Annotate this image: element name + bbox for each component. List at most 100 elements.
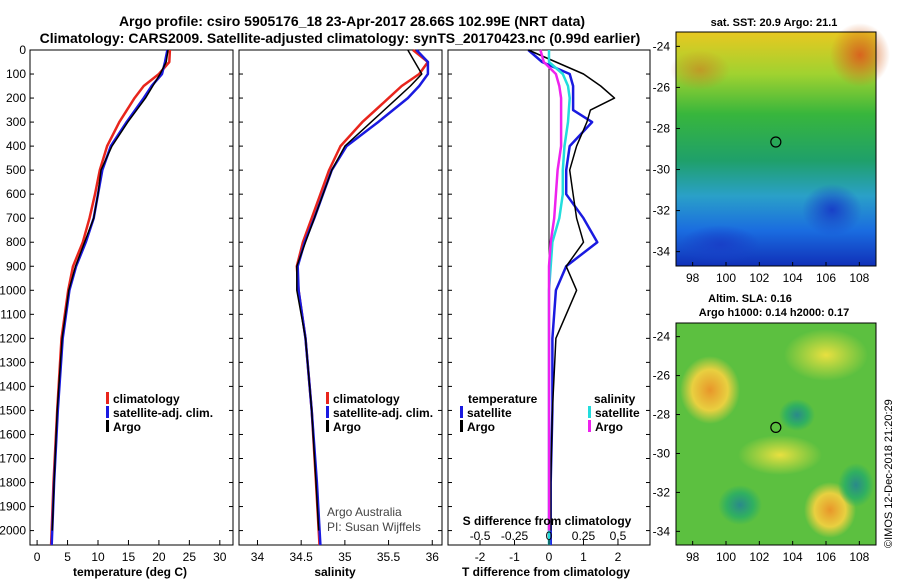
copyright-stamp: ©IMOS 12-Dec-2018 21:20:29 bbox=[883, 399, 895, 548]
depth-tick-label: 200 bbox=[6, 91, 26, 105]
temperature-legend: climatology satellite-adj. clim. Argo bbox=[106, 392, 213, 434]
legend-argo: Argo bbox=[333, 420, 361, 434]
credit-line1: Argo Australia bbox=[327, 505, 402, 519]
legend-swatch-argo bbox=[326, 420, 329, 432]
x-tick-label: 10 bbox=[91, 550, 105, 564]
legend-temperature-title: temperature bbox=[468, 392, 538, 406]
depth-tick-label: 1800 bbox=[0, 476, 26, 490]
depth-tick-label: 1500 bbox=[0, 403, 26, 417]
map-x-tick-label: 102 bbox=[749, 271, 769, 285]
x-tick-label: 36 bbox=[426, 550, 440, 564]
x-tick-label: 35 bbox=[338, 550, 352, 564]
x-tick-label: 34 bbox=[251, 550, 265, 564]
x-tick-label: 25 bbox=[183, 550, 197, 564]
sla-low-patch bbox=[838, 463, 874, 507]
sla-map-y-ticks: -24 -26 -28 -30 -32 -34 bbox=[653, 330, 680, 538]
x-tick-label: 2 bbox=[615, 550, 622, 564]
x-tick-label: 1 bbox=[580, 550, 587, 564]
map-y-tick-label: -30 bbox=[653, 446, 671, 460]
legend-swatch-s-satellite bbox=[588, 406, 591, 418]
sst-map-y-ticks: -24 -26 -28 -30 -32 -34 bbox=[653, 39, 680, 259]
map-x-tick-label: 100 bbox=[716, 550, 736, 564]
depth-tick-label: 1400 bbox=[0, 379, 26, 393]
sst-cold-patch bbox=[802, 184, 862, 236]
map-y-tick-label: -26 bbox=[653, 80, 671, 94]
depth-tick-label: 400 bbox=[6, 139, 26, 153]
sst-map: -24 -26 -28 -30 -32 -34 98 100 102 104 106 108 bbox=[653, 23, 890, 285]
map-y-tick-label: -26 bbox=[653, 369, 671, 383]
map-x-tick-label: 98 bbox=[686, 550, 700, 564]
depth-axis: 0 100 200 300 400 500 600 700 800 900 1000 1100 1200… bbox=[0, 43, 650, 538]
difference-series-group bbox=[527, 49, 616, 545]
legend-s-satellite: satellite bbox=[595, 406, 640, 420]
sla-high-patch bbox=[680, 356, 740, 424]
depth-tick-label: 0 bbox=[19, 43, 26, 57]
map-x-tick-label: 104 bbox=[783, 271, 803, 285]
map-x-tick-label: 104 bbox=[783, 550, 803, 564]
salinity-series-group bbox=[295, 49, 430, 546]
depth-tick-label: 800 bbox=[6, 235, 26, 249]
map-x-tick-label: 106 bbox=[816, 550, 836, 564]
sla-low-patch bbox=[718, 485, 762, 525]
salinity-x-ticks: 34 34.5 35 35.5 36 bbox=[251, 540, 439, 564]
x-tick-label: 5 bbox=[64, 550, 71, 564]
sla-mid-patch bbox=[784, 329, 868, 381]
x-tick-label: 30 bbox=[213, 550, 227, 564]
x-tick-label: 35.5 bbox=[377, 550, 401, 564]
series-line-s-argo bbox=[539, 49, 563, 531]
legend-s-argo: Argo bbox=[595, 420, 623, 434]
series-line-satellite-adj-clim- bbox=[50, 49, 169, 546]
legend-swatch-satellite bbox=[326, 406, 329, 418]
map-x-tick-label: 100 bbox=[716, 271, 736, 285]
sla-argo-position-marker bbox=[770, 421, 782, 433]
depth-tick-label: 600 bbox=[6, 187, 26, 201]
depth-tick-label: 1300 bbox=[0, 355, 26, 369]
depth-tick-label: 1700 bbox=[0, 451, 26, 465]
header-title-line1: Argo profile: csiro 5905176_18 23-Apr-20… bbox=[119, 13, 585, 29]
header-title-line2: Climatology: CARS2009. Satellite-adjuste… bbox=[40, 30, 641, 46]
salinity-legend: climatology satellite-adj. clim. Argo Ar… bbox=[326, 392, 433, 534]
sla-low-patch bbox=[779, 399, 815, 431]
map-y-tick-label: -32 bbox=[653, 204, 671, 218]
legend-climatology: climatology bbox=[333, 392, 400, 406]
legend-swatch-climatology bbox=[326, 392, 329, 404]
depth-tick-label: 100 bbox=[6, 67, 26, 81]
sst-map-frame bbox=[675, 31, 877, 267]
difference-top-label: S difference from climatology bbox=[463, 514, 632, 528]
sst-warm-patch bbox=[830, 23, 890, 87]
temperature-series-group bbox=[49, 49, 172, 546]
map-y-tick-label: -28 bbox=[653, 408, 671, 422]
map-x-tick-label: 106 bbox=[816, 271, 836, 285]
sst-cold-patch bbox=[680, 225, 760, 265]
depth-tick-label: 900 bbox=[6, 259, 26, 273]
x-tick-label: -2 bbox=[475, 550, 486, 564]
difference-s-ticks: -0.5 -0.25 0 0.25 0.5 bbox=[470, 529, 627, 543]
sst-map-title: sat. SST: 20.9 Argo: 21.1 bbox=[711, 17, 838, 29]
legend-satellite: satellite-adj. clim. bbox=[333, 406, 433, 420]
s-tick-label: 0.5 bbox=[610, 529, 627, 543]
map-y-tick-label: -24 bbox=[653, 330, 671, 344]
map-y-tick-label: -30 bbox=[653, 163, 671, 177]
difference-x-ticks: -2 -1 0 1 2 bbox=[475, 540, 622, 564]
sla-map-frame bbox=[675, 322, 877, 546]
x-tick-label: 34.5 bbox=[289, 550, 313, 564]
legend-swatch-t-argo bbox=[460, 420, 463, 432]
depth-tick-label: 300 bbox=[6, 115, 26, 129]
temperature-panel-frame bbox=[29, 49, 234, 546]
sla-map-title: Altim. SLA: 0.16 bbox=[708, 293, 792, 305]
legend-swatch-t-satellite bbox=[460, 406, 463, 418]
x-tick-label: -1 bbox=[509, 550, 520, 564]
salinity-panel-frame bbox=[238, 49, 443, 546]
map-y-tick-label: -28 bbox=[653, 121, 671, 135]
s-tick-label: -0.25 bbox=[501, 529, 529, 543]
map-x-tick-label: 108 bbox=[849, 550, 869, 564]
sst-argo-position-marker bbox=[770, 136, 782, 148]
x-tick-label: 15 bbox=[122, 550, 136, 564]
depth-tick-label: 1200 bbox=[0, 331, 26, 345]
depth-tick-label: 700 bbox=[6, 211, 26, 225]
map-x-tick-label: 102 bbox=[749, 550, 769, 564]
map-x-tick-label: 108 bbox=[849, 271, 869, 285]
x-tick-label: 20 bbox=[152, 550, 166, 564]
depth-tick-label: 1100 bbox=[0, 307, 26, 321]
difference-legend: temperature satellite Argo salinity sate… bbox=[460, 392, 640, 434]
